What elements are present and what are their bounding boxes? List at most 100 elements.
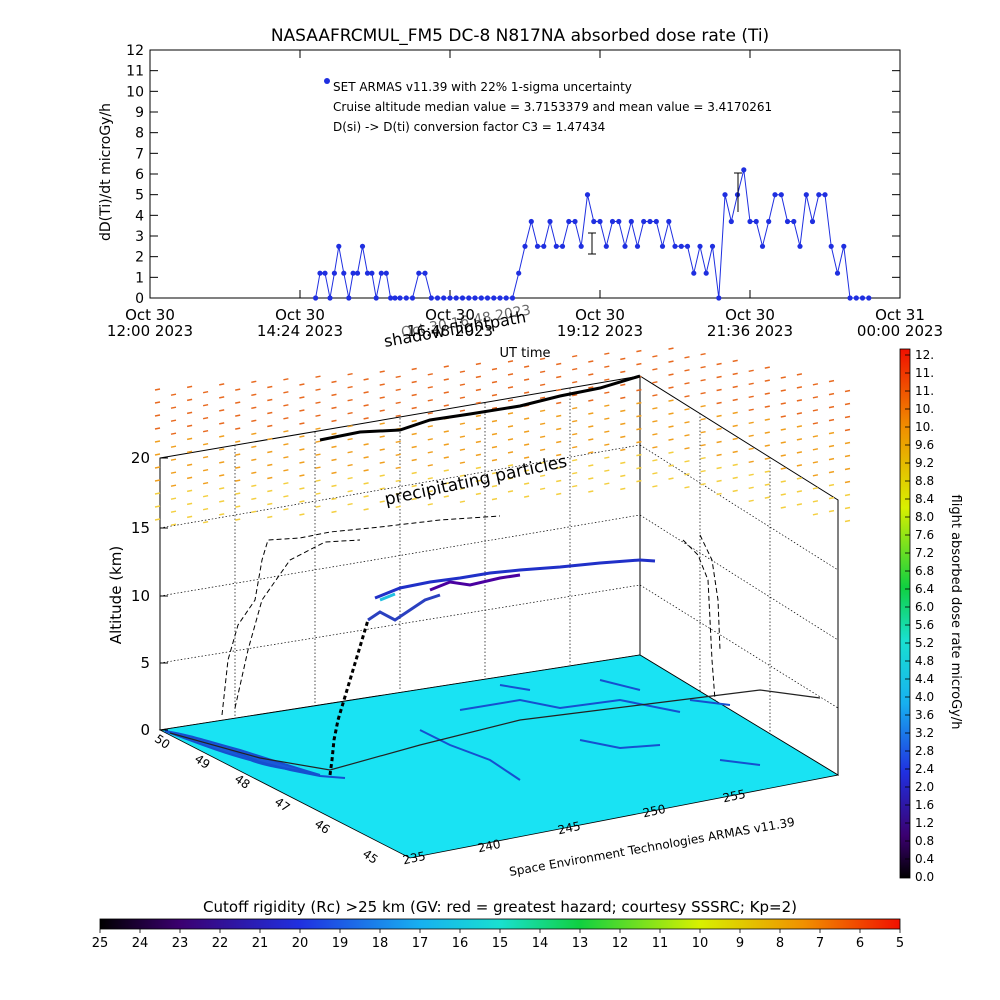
- particle-dash: [475, 479, 482, 483]
- particle-dash: [764, 405, 770, 408]
- particle-dash: [491, 497, 498, 501]
- particle-dash: [186, 515, 193, 519]
- data-point: [434, 295, 441, 301]
- legend-conversion-text: D(si) -> D(ti) conversion factor C3 = 1.…: [333, 120, 605, 134]
- rigidity-tick-label: 22: [212, 936, 229, 951]
- particle-dash: [427, 503, 433, 506]
- particle-dash: [732, 411, 738, 415]
- particle-dash: [459, 422, 466, 425]
- particle-dash: [427, 399, 433, 402]
- particle-dash: [652, 368, 658, 371]
- particle-dash: [828, 379, 835, 383]
- particle-dash: [315, 414, 321, 417]
- particle-dash: [732, 385, 738, 389]
- data-point: [797, 243, 803, 249]
- particle-dash: [716, 440, 722, 444]
- particle-dash: [363, 443, 369, 446]
- particle-dash: [170, 445, 177, 448]
- particle-dash: [427, 477, 433, 480]
- altitude-tick-label: 5: [140, 654, 150, 672]
- particle-dash: [427, 464, 433, 467]
- particle-dash: [379, 474, 385, 477]
- particle-dash: [235, 440, 241, 443]
- data-point: [331, 270, 337, 276]
- particle-dash: [427, 386, 433, 389]
- particle-dash: [283, 378, 289, 381]
- particle-dash: [219, 422, 225, 425]
- data-point: [503, 295, 509, 301]
- particle-dash: [828, 392, 835, 396]
- particle-dash: [732, 450, 738, 454]
- particle-dash: [668, 373, 674, 376]
- altitude-ticks: 0 5 10 15 20: [131, 449, 168, 739]
- data-point: [609, 218, 616, 225]
- particle-dash: [395, 466, 401, 470]
- particle-dash: [620, 357, 626, 361]
- data-point: [834, 270, 841, 276]
- data-point: [716, 295, 722, 301]
- particle-dash: [812, 383, 819, 386]
- particle-dash: [636, 427, 642, 431]
- colorbar-tick-label: 0.8: [915, 834, 934, 848]
- particle-dash: [251, 432, 257, 436]
- particle-dash: [636, 362, 642, 366]
- particle-dash: [764, 470, 770, 473]
- particle-dash: [235, 388, 241, 391]
- data-point: [497, 295, 503, 301]
- particle-dash: [459, 500, 466, 503]
- data-point: [553, 243, 559, 249]
- particle-dash: [732, 424, 738, 428]
- particle-dash: [154, 518, 161, 521]
- particle-dash: [523, 482, 530, 485]
- particle-dash: [652, 420, 658, 423]
- data-point: [341, 270, 347, 276]
- particle-dash: [604, 378, 610, 381]
- data-point: [747, 218, 753, 225]
- data-point: [578, 243, 584, 249]
- particle-dash: [748, 408, 754, 412]
- data-point: [759, 243, 766, 249]
- colorbar-tick-label: 9.6: [915, 438, 934, 452]
- particle-dash: [170, 419, 177, 422]
- particle-dash: [491, 393, 498, 397]
- particle-dash: [315, 453, 321, 456]
- particle-dash: [539, 474, 546, 478]
- particle-dash: [347, 411, 353, 415]
- longitude-tick-label: 235: [402, 849, 427, 867]
- particle-dash: [186, 476, 193, 480]
- particle-dash: [443, 378, 449, 381]
- y-tick-label: 7: [135, 146, 144, 162]
- particle-dash: [379, 396, 385, 399]
- particle-dash: [700, 417, 706, 421]
- particle-dash: [186, 437, 193, 441]
- particle-dash: [844, 480, 851, 484]
- particle-dash: [235, 479, 241, 482]
- particle-dash: [668, 386, 674, 389]
- particle-dash: [475, 492, 482, 496]
- particle-dash: [507, 399, 514, 402]
- particle-dash: [507, 464, 514, 467]
- particle-dash: [154, 414, 161, 417]
- particle-dash: [748, 382, 754, 386]
- particle-dash: [347, 476, 353, 480]
- particle-dash: [556, 401, 562, 405]
- particle-dash: [379, 383, 385, 386]
- colorbar-tick-label: 5.2: [915, 636, 934, 650]
- particle-dash: [443, 391, 449, 394]
- data-point: [534, 243, 541, 249]
- particle-dash: [507, 451, 514, 454]
- particle-dash: [427, 438, 433, 441]
- data-point: [397, 295, 403, 301]
- particle-dash: [347, 372, 353, 376]
- rigidity-tick-label: 7: [816, 936, 824, 951]
- precipitating-particles-field: [154, 347, 851, 526]
- particle-dash: [331, 432, 337, 436]
- x-tick-label-time: 16:48 2023: [407, 322, 493, 340]
- particle-dash: [395, 492, 401, 496]
- data-point: [647, 218, 653, 225]
- particle-dash: [427, 373, 433, 376]
- particle-dash: [652, 355, 658, 358]
- y-tick-label: 4: [135, 208, 144, 224]
- particle-dash: [219, 513, 225, 516]
- particle-dash: [636, 349, 642, 353]
